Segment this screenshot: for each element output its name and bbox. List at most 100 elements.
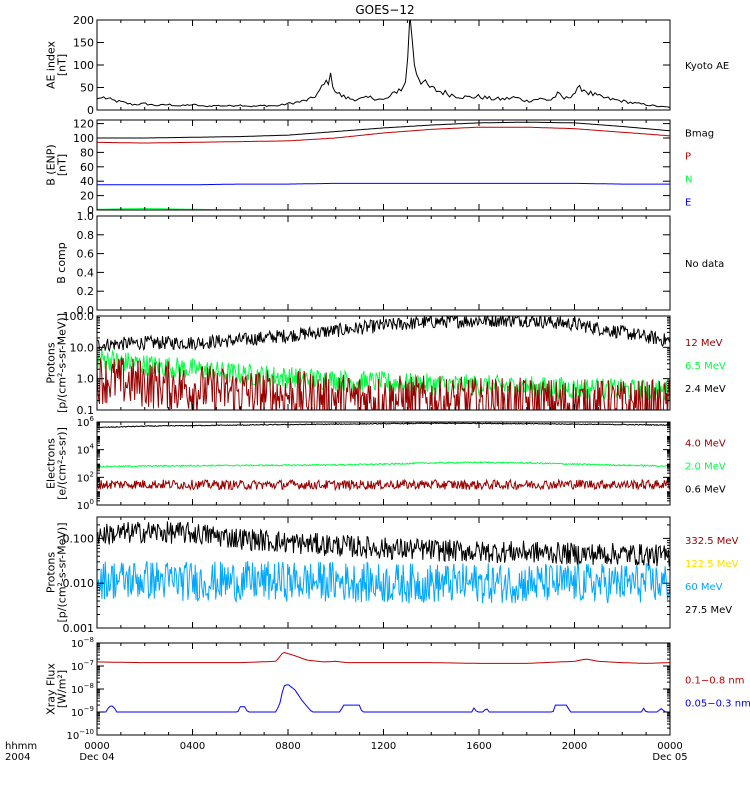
y-tick-label: 102 (77, 470, 94, 484)
legend-label: 122.5 MeV (685, 559, 739, 570)
y-tick-label: 1.0 (77, 210, 95, 223)
y-tick-label: 10−8 (71, 682, 94, 696)
legend-label: 0.1−0.8 nm (685, 676, 744, 687)
y-tick-label: 0.4 (77, 266, 95, 279)
y-axis-label: [nT] (56, 54, 69, 76)
y-tick-label: 40 (80, 175, 94, 188)
y-tick-label: 0.8 (77, 229, 95, 242)
tick-base: 10 (71, 662, 84, 673)
y-tick-label: 10.0 (70, 341, 95, 354)
panel-4: 0.11.010.0100.0Protons[p/(cm²-s-sr-MeV)]… (45, 310, 726, 419)
x-tick-date: Dec 04 (79, 752, 114, 763)
y-tick-label: 50 (80, 82, 94, 95)
y-tick-label: 200 (73, 14, 94, 27)
y-tick-label: 60 (80, 161, 94, 174)
y-axis-label: [W/m²] (56, 670, 69, 708)
figure-title: GOES−12 (355, 3, 414, 17)
y-tick-label: 0 (87, 104, 94, 117)
series-line-7-1 (97, 653, 670, 664)
x-tick-label: 1600 (466, 741, 491, 752)
series-line-6-1 (97, 521, 670, 566)
tick-exponent: −8 (84, 636, 94, 644)
y-tick-label: 0.001 (63, 622, 95, 635)
y-tick-label: 100 (77, 498, 94, 512)
tick-exponent: −9 (84, 705, 94, 713)
y-tick-label: 80 (80, 146, 94, 159)
y-tick-label: 100 (73, 132, 94, 145)
series-line-6-2 (97, 561, 670, 603)
tick-base: 10 (71, 685, 84, 696)
x-tick-label: 0800 (275, 741, 300, 752)
y-axis-label: [p/(cm²-s-sr-MeV)] (56, 313, 69, 413)
y-tick-label: 10−7 (71, 659, 94, 673)
panel-frame (97, 20, 670, 110)
tick-exponent: −10 (79, 728, 94, 736)
legend-label: N (685, 175, 692, 186)
y-axis-label: [nT] (56, 154, 69, 176)
legend-label: Kyoto AE (685, 61, 729, 72)
legend-label: 2.0 MeV (685, 462, 726, 473)
tick-exponent: 2 (90, 470, 94, 478)
y-axis-label: [p/(cm²-s-sr-MeV)] (56, 523, 69, 623)
x-tick-label: 0000 (657, 741, 682, 752)
x-tick-label: 2000 (562, 741, 587, 752)
x-tick-label: 0400 (180, 741, 205, 752)
y-tick-label: 150 (73, 37, 94, 50)
series-line-2-2 (97, 127, 670, 143)
legend-label: No data (685, 259, 724, 270)
legend-label: 0.05−0.3 nm (685, 699, 750, 710)
tick-exponent: 6 (90, 415, 95, 423)
y-tick-label: 1.0 (77, 373, 95, 386)
series-line-2-4 (97, 183, 670, 184)
tick-base: 10 (77, 446, 90, 457)
y-tick-label: 120 (73, 118, 94, 131)
panel-6: 0.0010.0100.100Protons[p/(cm²-s-sr-MeV)]… (45, 517, 739, 635)
y-tick-label: 10−9 (71, 705, 94, 719)
y-tick-label: 104 (77, 443, 95, 457)
legend-label: 0.6 MeV (685, 485, 726, 496)
series-line-5-3 (97, 480, 670, 490)
legend-label: 27.5 MeV (685, 605, 732, 616)
tick-base: 10 (66, 731, 79, 742)
y-tick-label: 0.6 (77, 248, 95, 261)
y-tick-label: 100 (73, 59, 94, 72)
x-tick-label: 1200 (371, 741, 396, 752)
series-line-1-1 (97, 15, 670, 107)
legend-label: 2.4 MeV (685, 384, 726, 395)
y-tick-label: 10−8 (71, 636, 94, 650)
x-axis-format-label: hhmm (5, 741, 37, 752)
legend-label: 4.0 MeV (685, 439, 726, 450)
tick-exponent: −7 (84, 659, 94, 667)
y-tick-label: 0.2 (77, 285, 95, 298)
y-tick-label: 106 (77, 415, 95, 429)
tick-base: 10 (77, 418, 90, 429)
tick-exponent: 0 (90, 498, 94, 506)
tick-base: 10 (77, 501, 90, 512)
panel-frame (97, 216, 670, 310)
y-tick-label: 20 (80, 190, 94, 203)
series-line-5-2 (97, 462, 670, 467)
x-axis-year-label: 2004 (5, 752, 30, 763)
y-axis-label: B comp (55, 242, 68, 284)
legend-label: 12 MeV (685, 338, 723, 349)
tick-base: 10 (71, 708, 84, 719)
legend-label: 6.5 MeV (685, 361, 726, 372)
legend-label: P (685, 152, 691, 163)
legend-label: 60 MeV (685, 582, 723, 593)
panel-frame (97, 643, 670, 735)
y-axis-label: [e/(cm²-s-sr)] (56, 427, 69, 500)
legend-label: E (685, 198, 691, 209)
x-tick-label: 0000 (84, 741, 109, 752)
tick-exponent: −8 (84, 682, 94, 690)
tick-exponent: 4 (90, 443, 95, 451)
series-line-7-2 (97, 685, 670, 712)
y-tick-label: 10−10 (66, 728, 94, 742)
legend-label: Bmag (685, 129, 714, 140)
